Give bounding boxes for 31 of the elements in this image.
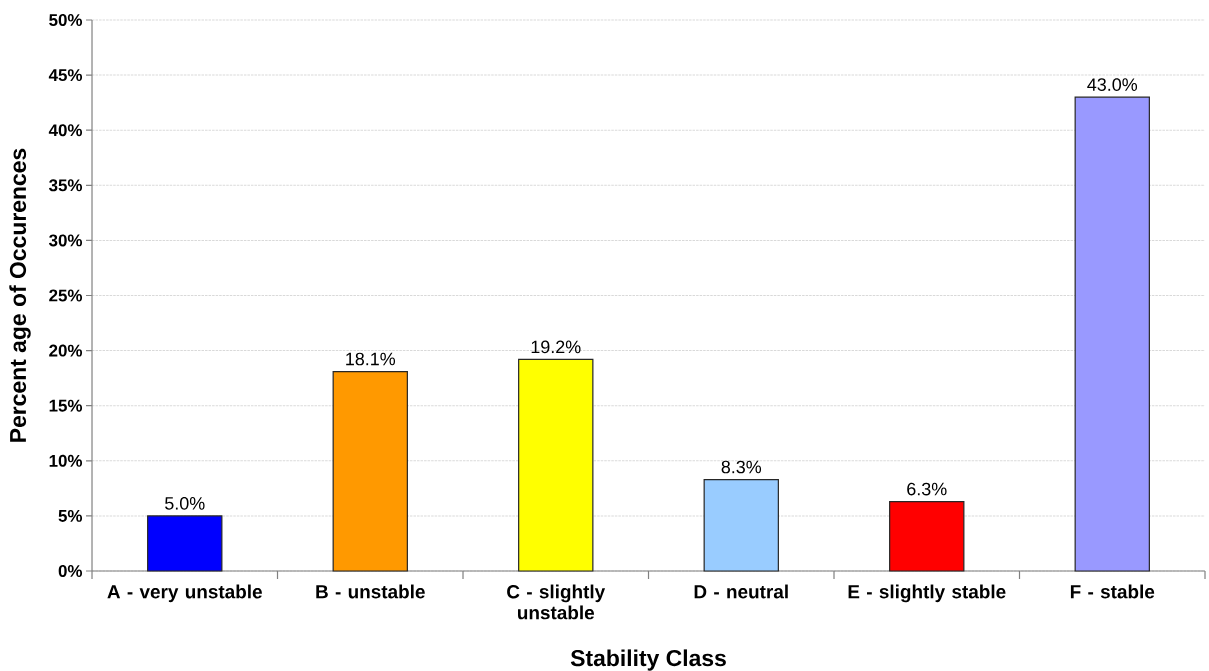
y-tick-label: 15% [49, 399, 83, 412]
data-label: 18.1% [346, 352, 396, 366]
y-tick-label: 50% [49, 14, 83, 26]
y-tick-label: 45% [48, 69, 83, 82]
bar [1074, 96, 1150, 572]
x-tick-label: C - slightly unstable [507, 584, 606, 620]
y-tick-label: 10% [49, 454, 83, 467]
data-label: 8.3% [721, 460, 762, 474]
x-tick-label: F - stable [1070, 584, 1155, 599]
x-axis-title: Stability Class [570, 649, 726, 671]
x-tick-label: D - neutral [694, 584, 788, 599]
x-tick-label: B - unstable [316, 584, 425, 599]
y-tick-label: 35% [48, 179, 83, 192]
data-label: 19.2% [531, 340, 581, 354]
x-tick-label: E - slightly stable [848, 584, 1006, 603]
data-label: 43.0% [1087, 78, 1138, 91]
y-tick-label: 40% [48, 124, 83, 137]
y-axis-title: Percent age of Occurences [9, 148, 31, 442]
data-label: 6.3% [907, 482, 947, 496]
bar [889, 500, 965, 572]
bar [703, 478, 779, 572]
y-tick-label: 25% [49, 289, 83, 302]
bar [332, 370, 408, 572]
bar [518, 358, 594, 572]
y-tick-label: 5% [58, 509, 83, 522]
y-tick-label: 30% [48, 234, 83, 247]
y-tick-label: 0% [58, 565, 83, 578]
bar [147, 515, 223, 572]
data-label: 5.0% [165, 497, 205, 510]
x-tick-label: A - very unstable [107, 584, 262, 603]
y-tick-label: 20% [49, 344, 83, 357]
